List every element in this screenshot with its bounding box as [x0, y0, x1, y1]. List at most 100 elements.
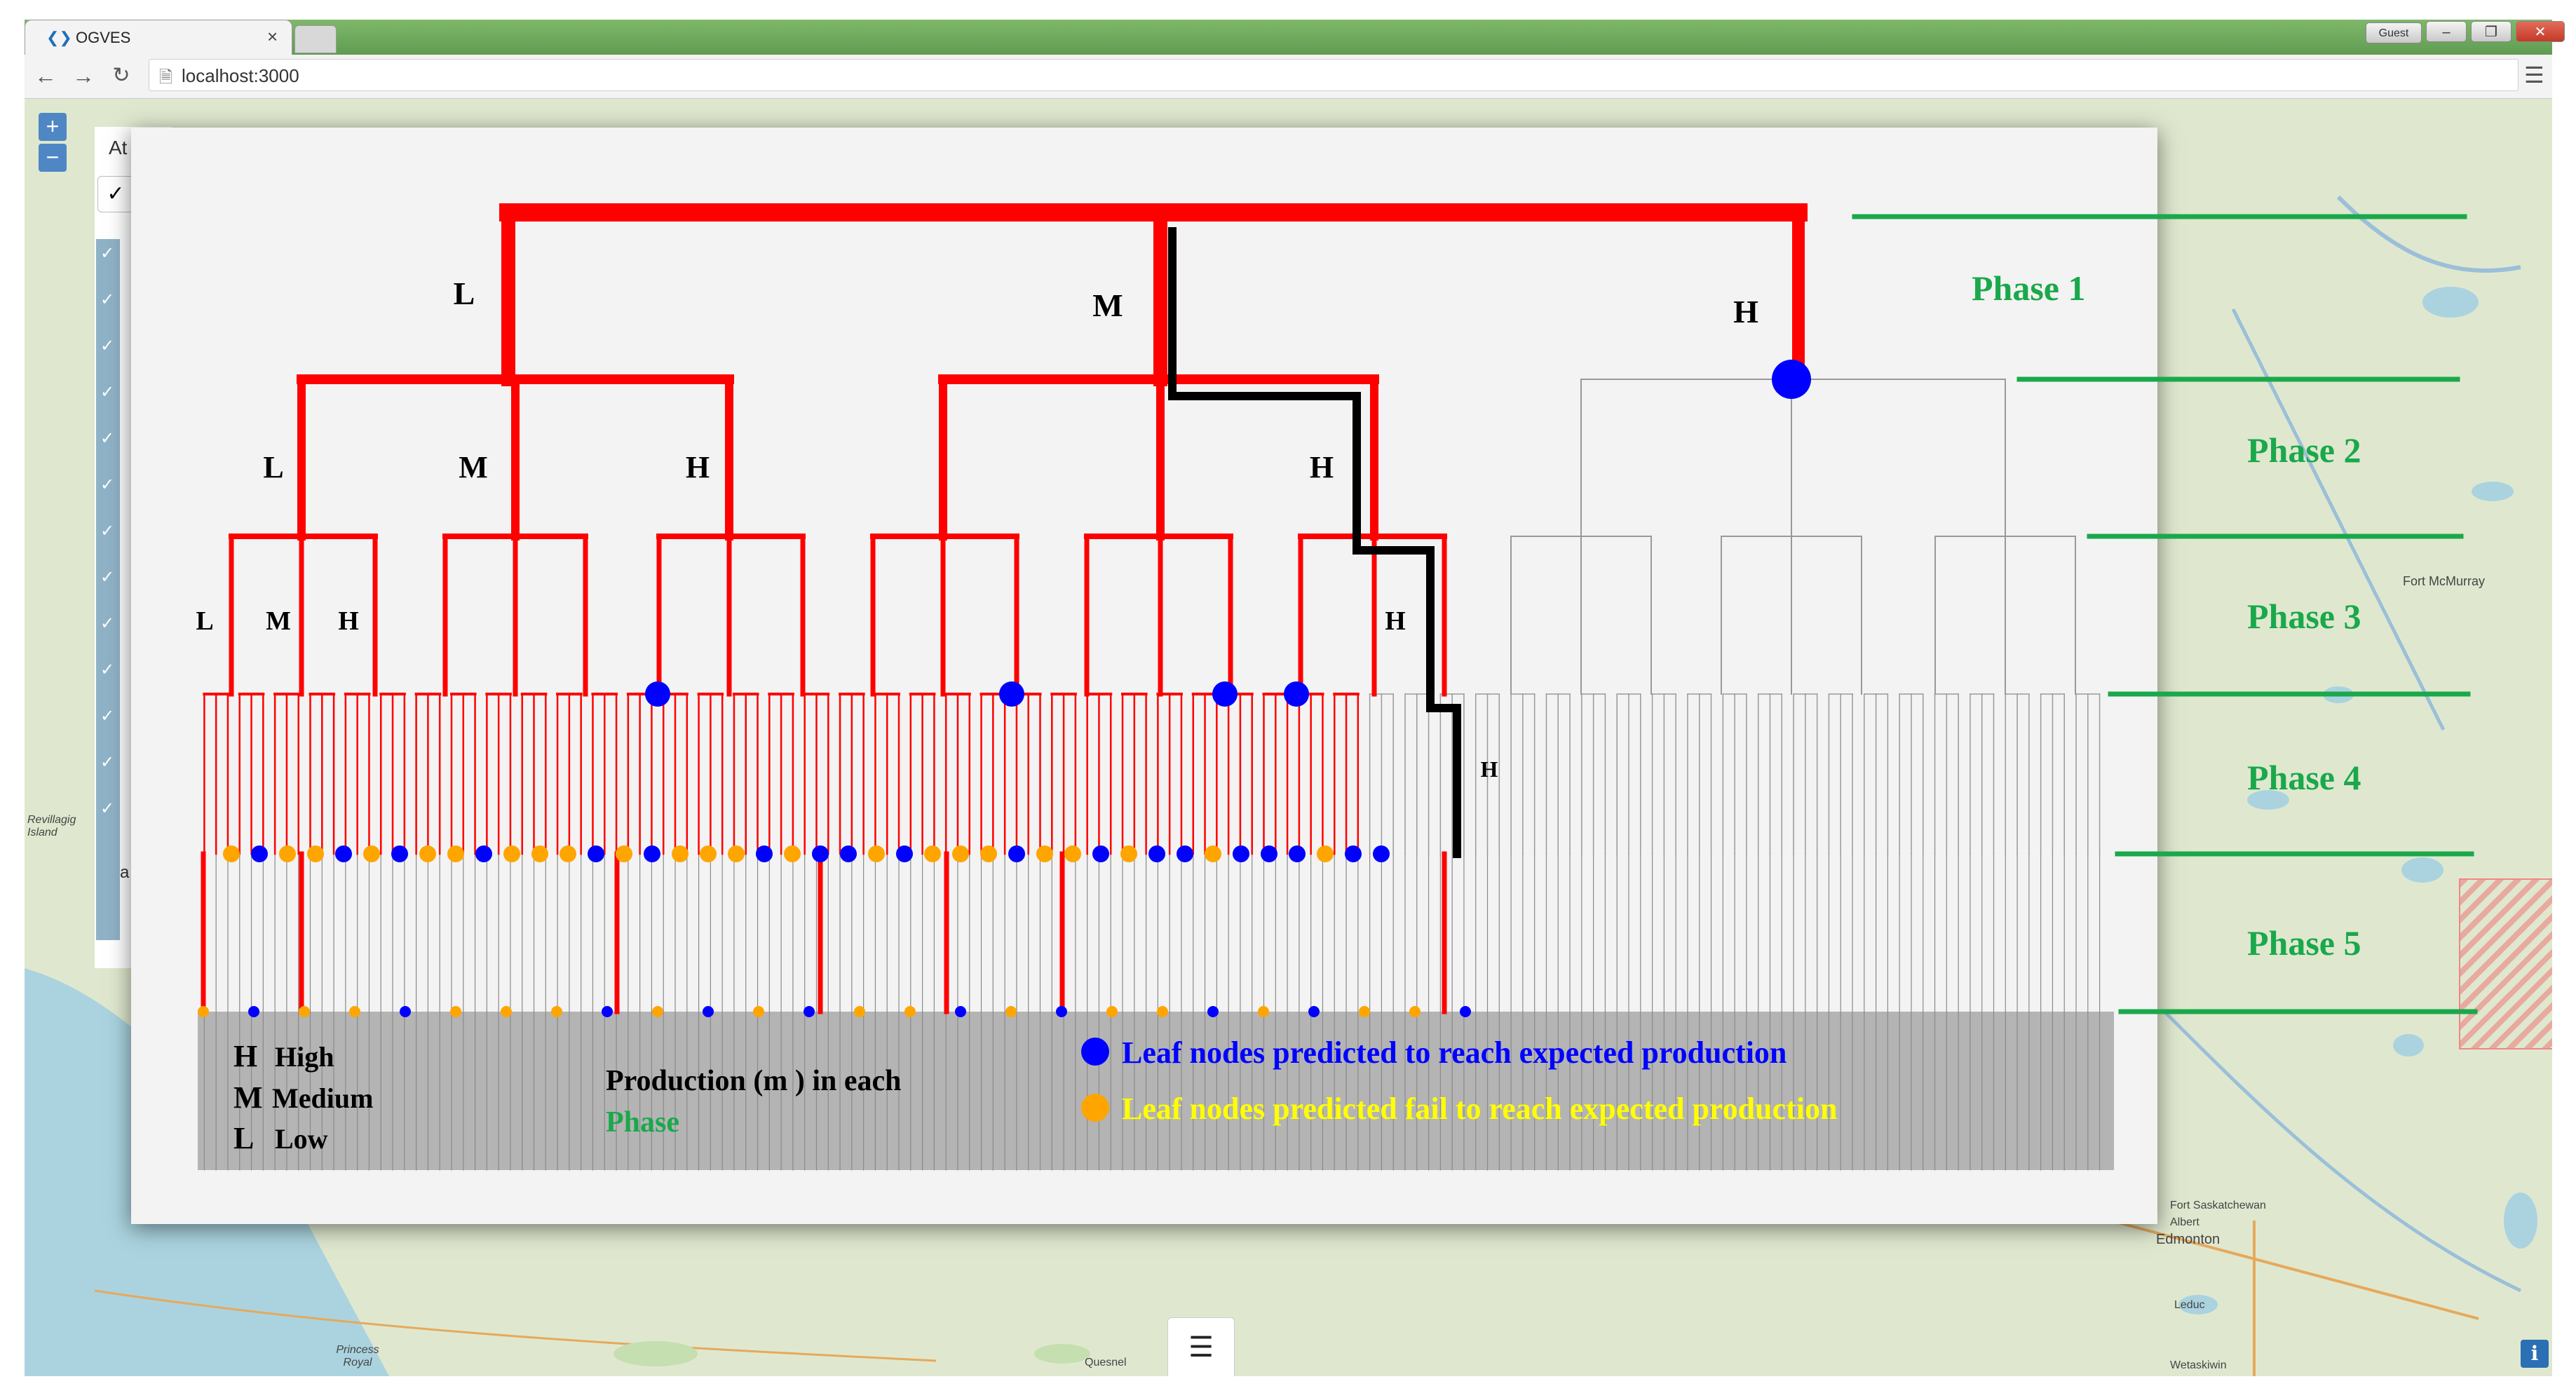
layer-checkbox-icon[interactable]: ✓: [100, 522, 115, 541]
leaf-node-fail[interactable]: [198, 1006, 209, 1017]
leaf-node-success[interactable]: [475, 845, 492, 862]
info-icon[interactable]: i: [2521, 1340, 2549, 1368]
leaf-node-fail[interactable]: [1359, 1006, 1370, 1017]
leaf-node-fail[interactable]: [419, 845, 436, 862]
layer-checkbox-icon[interactable]: ✓: [100, 290, 115, 309]
zoom-in-button[interactable]: +: [39, 113, 67, 141]
minimize-icon[interactable]: –: [2426, 21, 2467, 42]
leaf-node-success[interactable]: [335, 845, 352, 862]
leaf-node-fail[interactable]: [1157, 1006, 1168, 1017]
leaf-node-success[interactable]: [955, 1006, 966, 1017]
leaf-node-success[interactable]: [1772, 360, 1811, 399]
leaf-node-success[interactable]: [812, 845, 829, 862]
leaf-node-fail[interactable]: [447, 845, 464, 862]
leaf-node-fail[interactable]: [652, 1006, 663, 1017]
leaf-node-success[interactable]: [588, 845, 604, 862]
leaf-node-fail[interactable]: [551, 1006, 562, 1017]
browser-menu-icon[interactable]: ☰: [2524, 62, 2544, 88]
layer-checkbox-icon[interactable]: ✓: [100, 707, 115, 726]
leaf-node-fail[interactable]: [728, 845, 745, 862]
leaf-node-fail[interactable]: [503, 845, 520, 862]
list-view-icon[interactable]: ☰: [1167, 1317, 1235, 1376]
leaf-node-success[interactable]: [251, 845, 268, 862]
leaf-node-success[interactable]: [999, 681, 1024, 707]
leaf-node-success[interactable]: [1177, 845, 1193, 862]
leaf-node-success[interactable]: [703, 1006, 714, 1017]
leaf-node-success[interactable]: [1289, 845, 1306, 862]
leaf-node-fail[interactable]: [1258, 1006, 1269, 1017]
forward-arrow-icon[interactable]: →: [72, 63, 95, 88]
leaf-node-fail[interactable]: [904, 1006, 916, 1017]
leaf-node-fail[interactable]: [279, 845, 296, 862]
leaf-node-success[interactable]: [1008, 845, 1025, 862]
browser-tab[interactable]: ❮❯ OGVES ×: [25, 20, 292, 55]
leaf-node-fail[interactable]: [450, 1006, 461, 1017]
layer-checkbox-icon[interactable]: ✓: [100, 614, 115, 633]
leaf-node-success[interactable]: [1148, 845, 1165, 862]
leaf-node-fail[interactable]: [980, 845, 997, 862]
leaf-node-success[interactable]: [391, 845, 408, 862]
leaf-node-fail[interactable]: [531, 845, 548, 862]
leaf-node-fail[interactable]: [616, 845, 632, 862]
leaf-node-fail[interactable]: [349, 1006, 360, 1017]
leaf-node-success[interactable]: [1261, 845, 1277, 862]
leaf-node-success[interactable]: [1373, 845, 1390, 862]
leaf-node-success[interactable]: [840, 845, 857, 862]
leaf-node-fail[interactable]: [1317, 845, 1334, 862]
back-arrow-icon[interactable]: ←: [34, 63, 57, 88]
leaf-node-fail[interactable]: [501, 1006, 512, 1017]
leaf-node-success[interactable]: [756, 845, 773, 862]
layer-checkbox-icon[interactable]: ✓: [100, 244, 115, 263]
leaf-node-fail[interactable]: [854, 1006, 865, 1017]
leaf-node-success[interactable]: [1308, 1006, 1320, 1017]
leaf-node-success[interactable]: [1092, 845, 1109, 862]
leaf-node-fail[interactable]: [700, 845, 717, 862]
leaf-node-success[interactable]: [1207, 1006, 1219, 1017]
leaf-node-fail[interactable]: [952, 845, 969, 862]
restore-icon[interactable]: ❐: [2471, 21, 2511, 42]
leaf-node-fail[interactable]: [924, 845, 941, 862]
layer-checkbox-icon[interactable]: ✓: [100, 475, 115, 494]
leaf-node-fail[interactable]: [672, 845, 689, 862]
reload-icon[interactable]: ↻: [112, 64, 130, 87]
layer-checkbox-icon[interactable]: ✓: [100, 799, 115, 818]
leaf-node-success[interactable]: [645, 681, 670, 707]
leaf-node-fail[interactable]: [560, 845, 576, 862]
new-tab-button[interactable]: [294, 25, 337, 53]
leaf-node-fail[interactable]: [753, 1006, 764, 1017]
leaf-node-success[interactable]: [400, 1006, 411, 1017]
leaf-node-fail[interactable]: [868, 845, 885, 862]
layer-checkbox-icon[interactable]: ✓: [100, 429, 115, 448]
leaf-node-success[interactable]: [804, 1006, 815, 1017]
leaf-node-fail[interactable]: [1106, 1006, 1118, 1017]
leaf-node-success[interactable]: [1460, 1006, 1471, 1017]
leaf-node-success[interactable]: [1345, 845, 1362, 862]
leaf-node-success[interactable]: [896, 845, 913, 862]
layer-checkbox-icon[interactable]: ✓: [100, 753, 115, 772]
leaf-node-fail[interactable]: [784, 845, 801, 862]
guest-profile-button[interactable]: Guest: [2366, 22, 2422, 43]
leaf-node-fail[interactable]: [1205, 845, 1221, 862]
highlighted-region[interactable]: [2459, 878, 2552, 1049]
layer-checkbox-icon[interactable]: ✓: [100, 383, 115, 402]
select-all-checkbox[interactable]: ✓: [97, 176, 134, 212]
close-window-icon[interactable]: ✕: [2516, 21, 2565, 42]
close-tab-icon[interactable]: ×: [267, 26, 278, 47]
leaf-node-success[interactable]: [602, 1006, 613, 1017]
zoom-out-button[interactable]: −: [39, 144, 67, 172]
leaf-node-fail[interactable]: [299, 1006, 310, 1017]
leaf-node-success[interactable]: [644, 845, 660, 862]
leaf-node-fail[interactable]: [1036, 845, 1053, 862]
leaf-node-fail[interactable]: [1005, 1006, 1017, 1017]
leaf-node-success[interactable]: [1233, 845, 1249, 862]
leaf-node-success[interactable]: [1212, 681, 1238, 707]
layer-checkbox-icon[interactable]: ✓: [100, 337, 115, 355]
leaf-node-fail[interactable]: [1120, 845, 1137, 862]
leaf-node-success[interactable]: [248, 1006, 259, 1017]
leaf-node-success[interactable]: [1284, 681, 1309, 707]
layer-checkbox-icon[interactable]: ✓: [100, 660, 115, 679]
leaf-node-fail[interactable]: [1064, 845, 1081, 862]
leaf-node-fail[interactable]: [363, 845, 380, 862]
leaf-node-fail[interactable]: [223, 845, 240, 862]
address-bar[interactable]: 🗎 localhost:3000: [149, 59, 2519, 91]
